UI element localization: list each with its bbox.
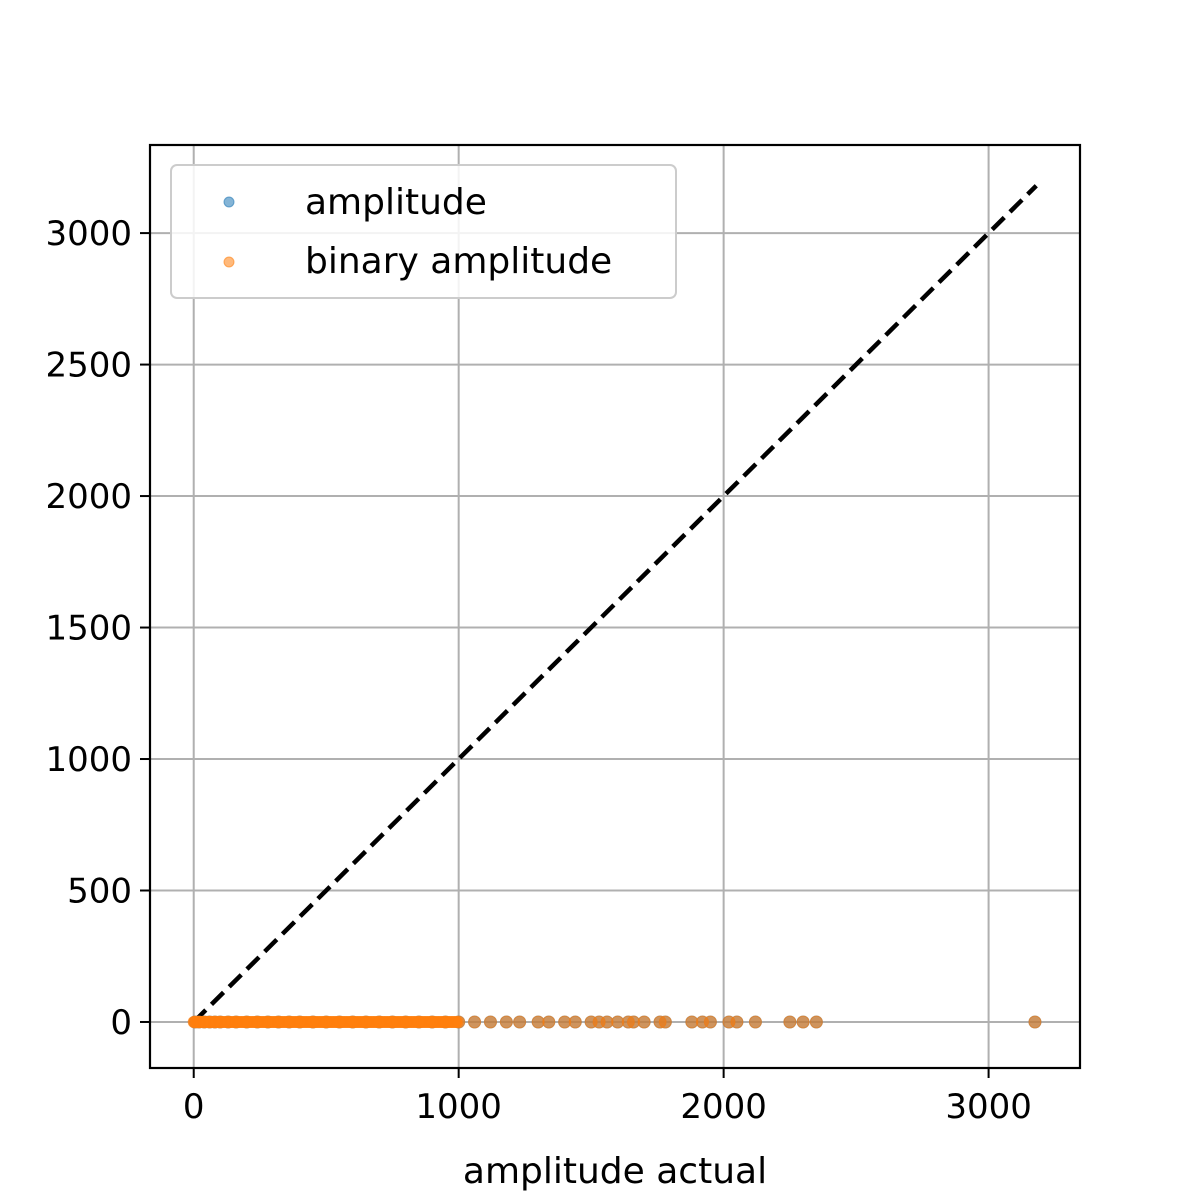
binary-amplitude-point (568, 1015, 582, 1029)
binary-amplitude-point (359, 1015, 373, 1029)
binary-amplitude-point (483, 1015, 497, 1029)
legend-marker-amplitude (223, 196, 235, 208)
binary-amplitude-point (499, 1015, 513, 1029)
binary-amplitude-point (513, 1015, 527, 1029)
plot-area-frame (148, 143, 1082, 1070)
binary-amplitude-point (306, 1015, 320, 1029)
legend: amplitude binary amplitude (170, 164, 677, 299)
legend-label-amplitude: amplitude (305, 182, 487, 223)
y-tick-label: 1000 (45, 740, 132, 780)
y-tick-label: 2500 (45, 346, 132, 386)
binary-amplitude-point (658, 1015, 672, 1029)
ticks: 0 1000 2000 3000 0 500 1000 1500 2000 2500 3000 (45, 214, 1031, 1127)
y-tick-label: 500 (67, 872, 132, 912)
y-tick-label: 2000 (45, 477, 132, 517)
binary-amplitude-point (748, 1015, 762, 1029)
y-tick-label: 1500 (45, 609, 132, 649)
y-tick-label: 3000 (45, 214, 132, 254)
points-layer (187, 1015, 1042, 1029)
binary-amplitude-point (809, 1015, 823, 1029)
binary-amplitude-point (438, 1015, 452, 1029)
binary-amplitude-point (385, 1015, 399, 1029)
x-tick-label: 1000 (415, 1087, 502, 1127)
binary-amplitude-point (796, 1015, 810, 1029)
binary-amplitude-point (399, 1015, 413, 1029)
x-tick-label: 2000 (680, 1087, 767, 1127)
binary-amplitude-point (730, 1015, 744, 1029)
reference-line-layer (192, 184, 1038, 1024)
binary-amplitude-point (703, 1015, 717, 1029)
binary-amplitude-point (372, 1015, 386, 1029)
x-axis-title: amplitude actual (463, 1151, 767, 1192)
binary-amplitude-point (637, 1015, 651, 1029)
legend-box (170, 164, 677, 299)
x-tick-label: 3000 (945, 1087, 1032, 1127)
binary-amplitude-point (468, 1015, 482, 1029)
binary-amplitude-point (425, 1015, 439, 1029)
x-tick-label: 0 (183, 1087, 205, 1127)
binary-amplitude-point (1028, 1015, 1042, 1029)
binary-amplitude-point (293, 1015, 307, 1029)
binary-amplitude-point (332, 1015, 346, 1029)
binary-amplitude-point (412, 1015, 426, 1029)
binary-amplitude-point (319, 1015, 333, 1029)
legend-marker-binary-amplitude (223, 256, 235, 268)
binary-amplitude-point (452, 1015, 466, 1029)
binary-amplitude-point (783, 1015, 797, 1029)
binary-amplitude-point (542, 1015, 556, 1029)
identity-reference-line (192, 184, 1038, 1024)
legend-label-binary-amplitude: binary amplitude (305, 241, 612, 282)
binary-amplitude-point (346, 1015, 360, 1029)
y-tick-label: 0 (110, 1003, 132, 1043)
